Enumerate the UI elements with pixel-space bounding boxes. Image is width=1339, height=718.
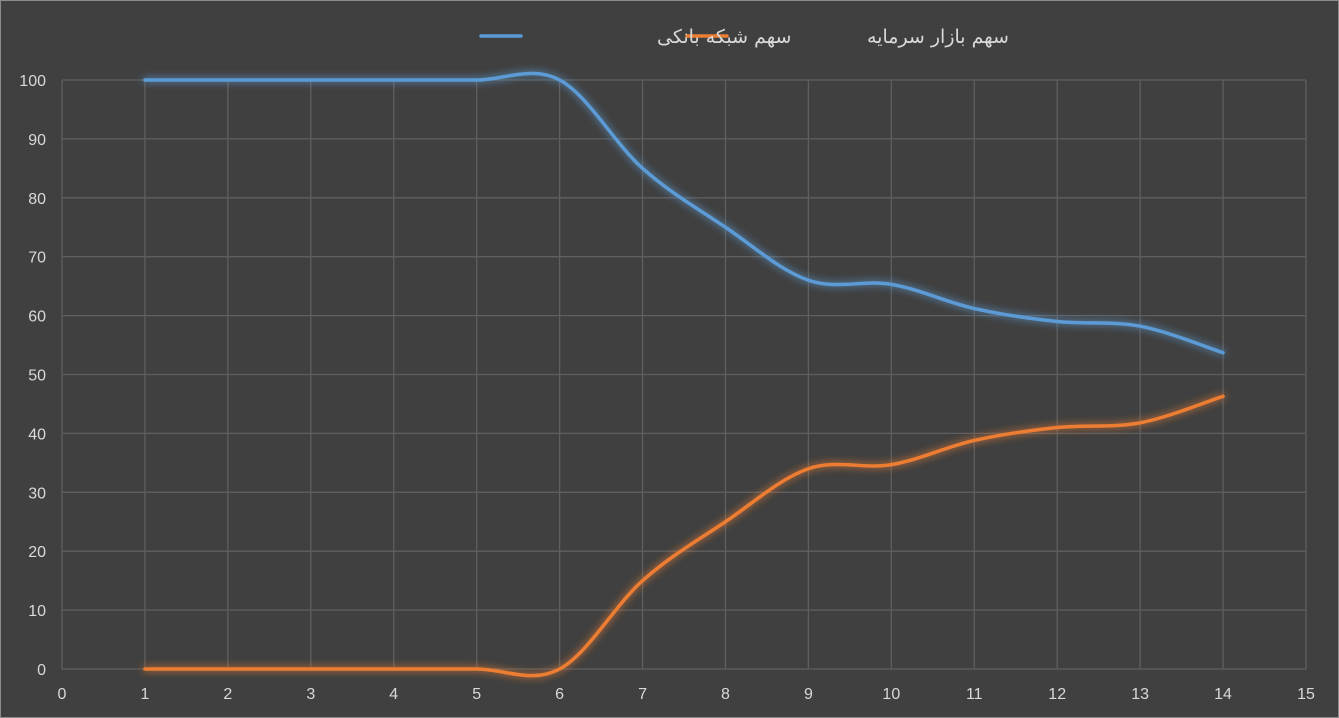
x-tick-label: 7 — [638, 686, 647, 703]
x-tick-label: 12 — [1048, 686, 1066, 703]
x-tick-label: 1 — [140, 686, 149, 703]
y-tick-label: 10 — [28, 603, 46, 620]
y-tick-label: 80 — [28, 191, 46, 208]
x-tick-label: 4 — [389, 686, 398, 703]
gridlines — [61, 79, 1307, 670]
x-tick-label: 8 — [721, 686, 730, 703]
legend-label-2: سهم بازار سرمایه — [867, 26, 1009, 48]
y-tick-label: 30 — [28, 485, 46, 502]
x-tick-label: 10 — [882, 686, 900, 703]
y-tick-label: 90 — [28, 132, 46, 149]
x-tick-label: 2 — [223, 686, 232, 703]
x-tick-label: 0 — [58, 686, 67, 703]
legend-label-1: سهم شبکه بانکی — [657, 26, 791, 48]
y-tick-label: 40 — [28, 426, 46, 443]
x-tick-label: 5 — [472, 686, 481, 703]
series-line-2 — [143, 394, 1225, 678]
x-tick-label: 15 — [1297, 686, 1315, 703]
x-tick-label: 14 — [1214, 686, 1232, 703]
x-tick-label: 6 — [555, 686, 564, 703]
y-tick-label: 50 — [28, 368, 46, 385]
legend: سهم بازار سرمایه سهم شبکه بانکی — [479, 26, 1009, 48]
y-tick-label: 60 — [28, 309, 46, 326]
x-tick-label: 9 — [804, 686, 813, 703]
y-tick-label: 70 — [28, 250, 46, 267]
series-line-1 — [143, 71, 1225, 355]
y-tick-label: 20 — [28, 544, 46, 561]
y-tick-label: 0 — [37, 662, 46, 679]
y-tick-label: 100 — [19, 73, 46, 90]
x-tick-label: 3 — [306, 686, 315, 703]
y-axis: 0 10 20 30 40 50 60 70 80 90 100 — [19, 73, 46, 679]
series-group — [143, 71, 1225, 678]
x-axis: 0 1 2 3 4 5 6 7 8 9 10 11 12 13 14 15 — [58, 686, 1315, 703]
x-tick-label: 11 — [966, 686, 983, 703]
x-tick-label: 13 — [1131, 686, 1149, 703]
